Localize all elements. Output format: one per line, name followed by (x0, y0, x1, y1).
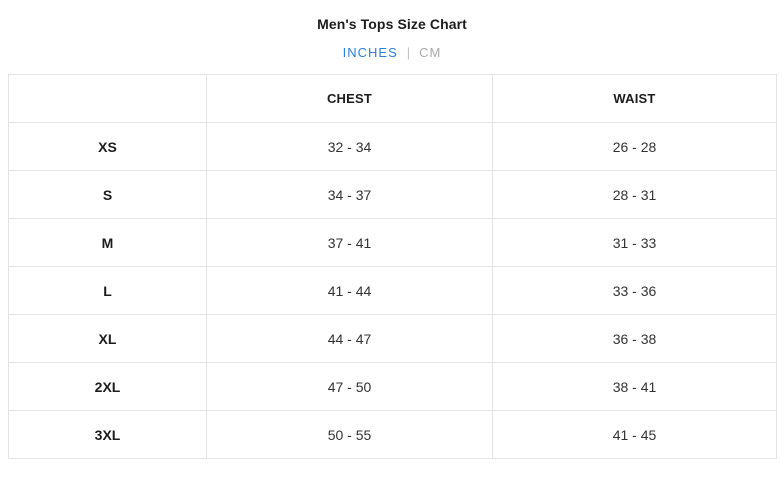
header-cell-size (8, 74, 207, 123)
table-header-row: CHEST WAIST (8, 74, 777, 123)
waist-value: 28 - 31 (492, 170, 777, 219)
table-row: L 41 - 44 33 - 36 (8, 266, 777, 315)
chest-value: 34 - 37 (206, 170, 493, 219)
size-chart-table: CHEST WAIST XS 32 - 34 26 - 28 S 34 - 37… (8, 74, 777, 459)
table-row: M 37 - 41 31 - 33 (8, 218, 777, 267)
unit-toggle-separator: | (406, 45, 411, 60)
chest-value: 32 - 34 (206, 122, 493, 171)
size-label: XL (8, 314, 207, 363)
waist-value: 33 - 36 (492, 266, 777, 315)
size-label: 3XL (8, 410, 207, 459)
chest-value: 50 - 55 (206, 410, 493, 459)
chest-value: 37 - 41 (206, 218, 493, 267)
header-cell-chest: CHEST (206, 74, 493, 123)
waist-value: 31 - 33 (492, 218, 777, 267)
chest-value: 41 - 44 (206, 266, 493, 315)
waist-value: 36 - 38 (492, 314, 777, 363)
chest-value: 47 - 50 (206, 362, 493, 411)
size-label: L (8, 266, 207, 315)
size-label: S (8, 170, 207, 219)
waist-value: 26 - 28 (492, 122, 777, 171)
table-row: XS 32 - 34 26 - 28 (8, 122, 777, 171)
size-label: 2XL (8, 362, 207, 411)
waist-value: 38 - 41 (492, 362, 777, 411)
unit-toggle: INCHES | CM (0, 45, 784, 60)
page-title: Men's Tops Size Chart (317, 16, 467, 32)
table-row: 3XL 50 - 55 41 - 45 (8, 410, 777, 459)
table-row: S 34 - 37 28 - 31 (8, 170, 777, 219)
unit-toggle-cm[interactable]: CM (419, 45, 442, 60)
table-row: 2XL 47 - 50 38 - 41 (8, 362, 777, 411)
table-row: XL 44 - 47 36 - 38 (8, 314, 777, 363)
waist-value: 41 - 45 (492, 410, 777, 459)
size-label: M (8, 218, 207, 267)
size-label: XS (8, 122, 207, 171)
header-cell-waist: WAIST (492, 74, 777, 123)
unit-toggle-inches[interactable]: INCHES (342, 45, 398, 60)
chest-value: 44 - 47 (206, 314, 493, 363)
